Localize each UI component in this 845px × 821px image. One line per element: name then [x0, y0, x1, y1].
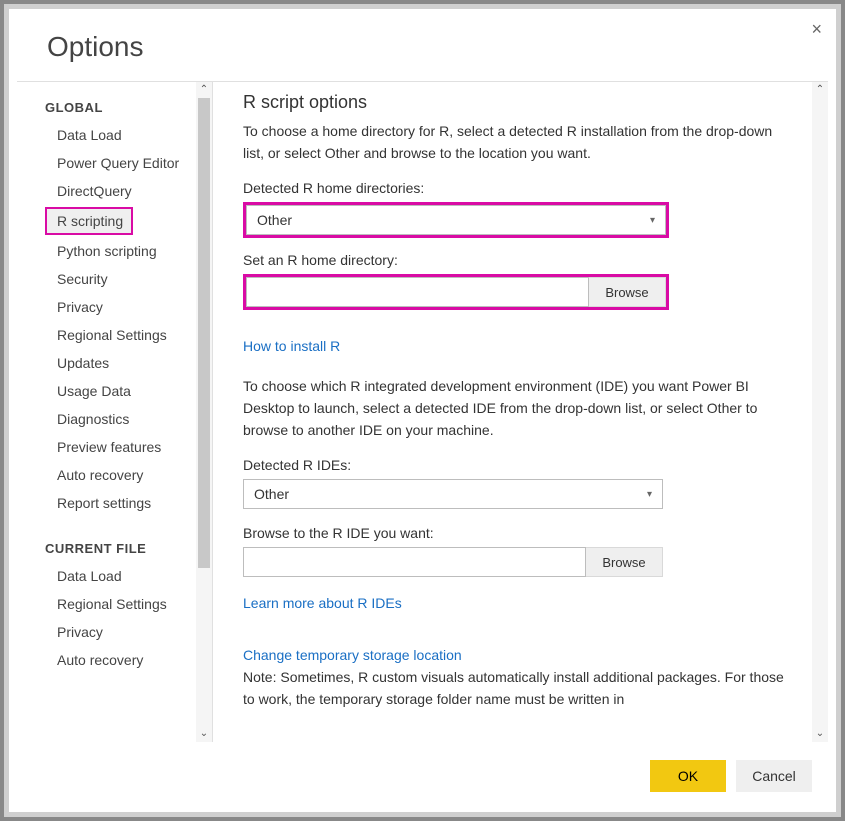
set-home-row: Browse [246, 277, 666, 307]
content-panel: R script options To choose a home direct… [213, 82, 812, 742]
sidebar-container: GLOBAL Data Load Power Query Editor Dire… [17, 81, 212, 742]
install-r-link[interactable]: How to install R [243, 338, 340, 354]
cancel-button[interactable]: Cancel [736, 760, 812, 792]
set-home-label: Set an R home directory: [243, 252, 790, 268]
sidebar-item-preview[interactable]: Preview features [45, 433, 188, 461]
content-scrollbar[interactable]: ⌃ ⌄ [812, 82, 828, 742]
sidebar-item-privacy[interactable]: Privacy [45, 293, 188, 321]
home-dir-label: Detected R home directories: [243, 180, 790, 196]
chevron-down-icon: ▾ [650, 215, 655, 226]
scroll-down-icon[interactable]: ⌄ [196, 726, 212, 742]
sidebar-item-r-scripting[interactable]: R scripting [45, 207, 133, 235]
storage-link[interactable]: Change temporary storage location [243, 647, 462, 663]
ide-label: Detected R IDEs: [243, 457, 790, 473]
sidebar-item-data-load[interactable]: Data Load [45, 121, 188, 149]
sidebar: GLOBAL Data Load Power Query Editor Dire… [17, 82, 196, 742]
sidebar-item-cf-regional[interactable]: Regional Settings [45, 590, 188, 618]
sidebar-scrollbar[interactable]: ⌃ ⌄ [196, 82, 212, 742]
sidebar-item-updates[interactable]: Updates [45, 349, 188, 377]
dialog-body: GLOBAL Data Load Power Query Editor Dire… [9, 81, 836, 742]
sidebar-item-directquery[interactable]: DirectQuery [45, 177, 188, 205]
sidebar-item-python-scripting[interactable]: Python scripting [45, 237, 188, 265]
dialog-title: Options [9, 9, 836, 81]
sidebar-item-report-settings[interactable]: Report settings [45, 489, 188, 517]
scroll-up-icon[interactable]: ⌃ [196, 82, 212, 98]
dialog-footer: OK Cancel [9, 742, 836, 812]
sidebar-item-cf-auto-recovery[interactable]: Auto recovery [45, 646, 188, 674]
ide-learn-link[interactable]: Learn more about R IDEs [243, 595, 402, 611]
chevron-down-icon: ▾ [647, 489, 652, 500]
browse-home-button[interactable]: Browse [589, 277, 666, 307]
sidebar-item-power-query[interactable]: Power Query Editor [45, 149, 188, 177]
ok-button[interactable]: OK [650, 760, 726, 792]
home-dir-value: Other [257, 212, 292, 228]
set-home-highlight: Browse [243, 274, 669, 310]
sidebar-item-cf-privacy[interactable]: Privacy [45, 618, 188, 646]
ide-browse-row: Browse [243, 547, 663, 577]
home-dir-input[interactable] [246, 277, 589, 307]
ide-value: Other [254, 486, 289, 502]
sidebar-item-regional[interactable]: Regional Settings [45, 321, 188, 349]
sidebar-item-security[interactable]: Security [45, 265, 188, 293]
sidebar-heading-global: GLOBAL [45, 90, 196, 121]
sidebar-item-cf-data-load[interactable]: Data Load [45, 562, 188, 590]
scroll-down-icon[interactable]: ⌄ [812, 726, 828, 742]
content-container: R script options To choose a home direct… [212, 81, 828, 742]
storage-note: Note: Sometimes, R custom visuals automa… [243, 667, 790, 710]
close-icon[interactable]: × [811, 19, 822, 40]
home-dir-highlight: Other ▾ [243, 202, 669, 238]
browse-ide-button[interactable]: Browse [586, 547, 663, 577]
sidebar-item-usage-data[interactable]: Usage Data [45, 377, 188, 405]
ide-intro: To choose which R integrated development… [243, 376, 790, 441]
ide-input[interactable] [243, 547, 586, 577]
scroll-up-icon[interactable]: ⌃ [812, 82, 828, 98]
ide-browse-label: Browse to the R IDE you want: [243, 525, 790, 541]
scroll-thumb[interactable] [198, 98, 210, 568]
section-title: R script options [243, 92, 790, 113]
sidebar-item-auto-recovery[interactable]: Auto recovery [45, 461, 188, 489]
home-dir-dropdown[interactable]: Other ▾ [246, 205, 666, 235]
intro-text: To choose a home directory for R, select… [243, 121, 790, 164]
ide-dropdown[interactable]: Other ▾ [243, 479, 663, 509]
sidebar-item-diagnostics[interactable]: Diagnostics [45, 405, 188, 433]
options-dialog: × Options GLOBAL Data Load Power Query E… [4, 4, 841, 817]
sidebar-heading-current: CURRENT FILE [45, 531, 196, 562]
